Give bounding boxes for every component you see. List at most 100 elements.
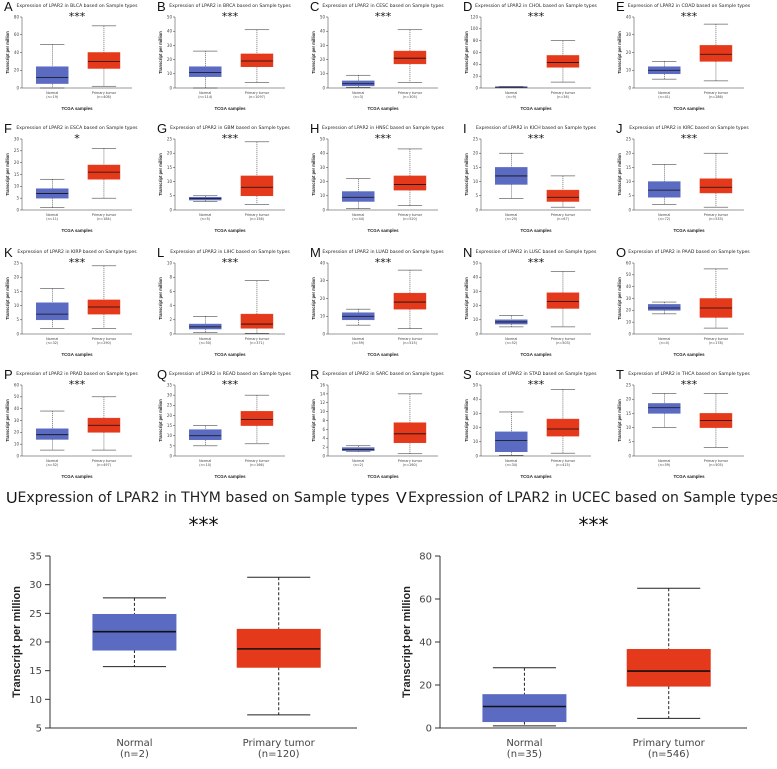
y-tick-label: 30 [14, 418, 20, 423]
panel-letter: B [157, 0, 166, 14]
y-tick-label: 0 [322, 331, 325, 336]
y-tick-label: 20 [320, 57, 326, 62]
panel-letter: F [4, 121, 12, 136]
y-tick-label: 50 [14, 394, 20, 399]
x-category-label: Primary tumor [704, 459, 729, 463]
sample-count-label: (n=515) [403, 341, 418, 345]
y-tick-label: 16 [320, 382, 326, 387]
panel-letter: E [616, 0, 625, 14]
sample-count-label: (n=415) [556, 463, 571, 467]
sample-count-label: (n=505) [709, 463, 724, 467]
y-axis-label: Transcript per million [401, 586, 413, 698]
x-category-label: Normal [658, 213, 670, 217]
y-tick-label: 40 [626, 14, 632, 19]
y-axis-label: Transcript per million [158, 31, 163, 74]
y-tick-label: 50 [320, 136, 326, 141]
significance-marker: *** [69, 256, 86, 269]
panel-title: Expression of LPAR2 in STAD based on Sam… [475, 371, 597, 377]
y-tick-label: 0 [426, 724, 432, 735]
x-category-label: Primary tumor [704, 213, 729, 217]
panel-letter: O [616, 245, 626, 260]
panel-e: E Expression of LPAR2 in COAD based on Sa… [616, 0, 751, 111]
y-tick-label: 0 [322, 207, 325, 212]
y-tick-label: 60 [626, 260, 632, 265]
panel-letter: Q [157, 367, 167, 382]
panel-title: Expression of LPAR2 in COAD based on Sam… [628, 3, 751, 9]
sample-count-label: (n=184) [97, 217, 112, 221]
y-tick-label: 20 [167, 57, 173, 62]
y-tick-label: 6 [169, 289, 172, 294]
y-tick-label: 15 [626, 411, 632, 416]
y-tick-label: 10 [626, 179, 632, 184]
y-tick-label: 25 [626, 382, 632, 387]
y-tick-label: 40 [167, 29, 173, 34]
significance-marker: *** [189, 513, 219, 537]
sample-count-label: (n=156) [250, 217, 265, 221]
y-tick-label: 35 [29, 552, 42, 563]
y-axis-label: Transcript per million [158, 399, 163, 442]
box-normal [342, 191, 375, 202]
y-tick-label: 40 [320, 151, 326, 156]
y-tick-label: 25 [167, 403, 173, 408]
y-tick-label: 20 [626, 151, 632, 156]
x-axis-label: TCGA samples [61, 474, 93, 479]
sample-count-label: (n=34) [505, 463, 518, 467]
x-category-label: Primary tumor [245, 337, 270, 341]
panel-letter: K [4, 245, 13, 260]
x-category-label: Primary tumor [92, 213, 117, 217]
significance-marker: *** [681, 132, 698, 145]
x-axis-label: TCGA samples [520, 228, 552, 233]
y-axis-label: Transcript per million [5, 153, 10, 196]
y-tick-label: 8 [322, 418, 325, 423]
sample-count-label: (n=371) [250, 341, 265, 345]
panel-b: B Expression of LPAR2 in BRCA based on Sa… [157, 0, 291, 111]
panel-title: Expression of LPAR2 in BLCA based on Sam… [16, 3, 138, 9]
y-tick-label: 20 [167, 151, 173, 156]
x-category-label: Normal [352, 337, 364, 341]
y-tick-label: 0 [169, 331, 172, 336]
box-tumor [87, 52, 121, 69]
significance-marker: *** [681, 10, 698, 23]
box-tumor [546, 292, 580, 309]
sample-count-label: (n=35) [507, 749, 542, 760]
panel-t: T Expression of LPAR2 in THCA based on Sa… [616, 367, 750, 479]
x-axis-label: TCGA samples [214, 474, 246, 479]
x-category-label: Primary tumor [551, 91, 576, 95]
y-tick-label: 20 [473, 74, 479, 79]
y-tick-label: 40 [473, 397, 479, 402]
sample-count-label: (n=4) [659, 341, 669, 345]
y-tick-label: 25 [29, 609, 42, 620]
y-tick-label: 120 [470, 14, 478, 19]
significance-marker: *** [222, 256, 239, 269]
box-normal [495, 431, 528, 452]
box-tumor [699, 178, 733, 194]
y-tick-label: 25 [167, 136, 173, 141]
x-category-label: Normal [199, 459, 211, 463]
x-category-label: Primary tumor [398, 337, 423, 341]
box-tumor [393, 175, 427, 191]
panel-u: U Expression of LPAR2 in THYM based on Sa… [6, 490, 389, 760]
significance-marker: *** [528, 10, 545, 23]
y-tick-label: 40 [473, 275, 479, 280]
y-tick-label: 0 [169, 453, 172, 458]
y-tick-label: 5 [16, 196, 19, 201]
x-axis-label: TCGA samples [214, 228, 246, 233]
y-axis-label: Transcript per million [5, 277, 10, 320]
y-axis-label: Transcript per million [5, 399, 10, 442]
panel-title: Expression of LPAR2 in GBM based on Samp… [170, 125, 290, 131]
x-axis-label: TCGA samples [673, 352, 705, 357]
y-axis-label: Transcript per million [464, 399, 469, 442]
y-axis-label: Transcript per million [464, 31, 469, 74]
sample-count-label: (n=11) [46, 217, 59, 221]
sample-count-label: (n=546) [648, 749, 690, 760]
y-tick-label: 20 [473, 151, 479, 156]
box-tumor [546, 55, 580, 68]
x-axis-label: TCGA samples [61, 228, 93, 233]
x-category-label: Primary tumor [398, 91, 423, 95]
x-category-label: Primary tumor [92, 91, 117, 95]
panel-letter: A [4, 0, 13, 14]
y-tick-label: 80 [473, 38, 479, 43]
significance-marker: *** [222, 10, 239, 23]
y-tick-label: 60 [14, 32, 20, 37]
panel-f: F Expression of LPAR2 in ESCA based on Sa… [4, 121, 138, 233]
